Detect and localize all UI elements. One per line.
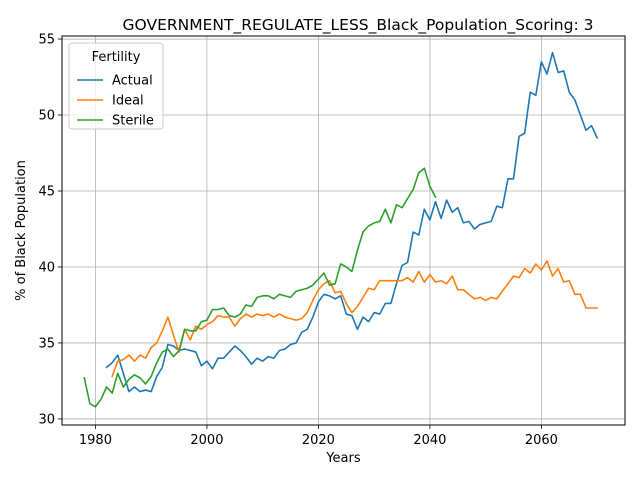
x-tick-label: 2020 xyxy=(302,433,335,448)
y-tick-label: 30 xyxy=(38,412,55,427)
legend-title: Fertility xyxy=(92,50,141,65)
y-tick-label: 50 xyxy=(38,109,55,124)
x-tick-label: 1980 xyxy=(79,433,112,448)
y-tick-label: 55 xyxy=(38,33,55,48)
y-axis-label: % of Black Population xyxy=(14,160,29,301)
legend-label-sterile: Sterile xyxy=(112,114,154,129)
y-tick-label: 45 xyxy=(38,184,55,199)
x-axis-label: Years xyxy=(325,451,361,466)
y-tick-label: 35 xyxy=(38,336,55,351)
x-tick-label: 2000 xyxy=(190,433,223,448)
legend-label-ideal: Ideal xyxy=(112,94,144,109)
legend-label-actual: Actual xyxy=(112,74,153,89)
x-tick-label: 2040 xyxy=(413,433,446,448)
y-tick-label: 40 xyxy=(38,260,55,275)
chart-title: GOVERNMENT_REGULATE_LESS_Black_Populatio… xyxy=(123,16,594,35)
legend: Fertility Actual Ideal Sterile xyxy=(69,43,163,129)
x-tick-label: 2060 xyxy=(525,433,558,448)
